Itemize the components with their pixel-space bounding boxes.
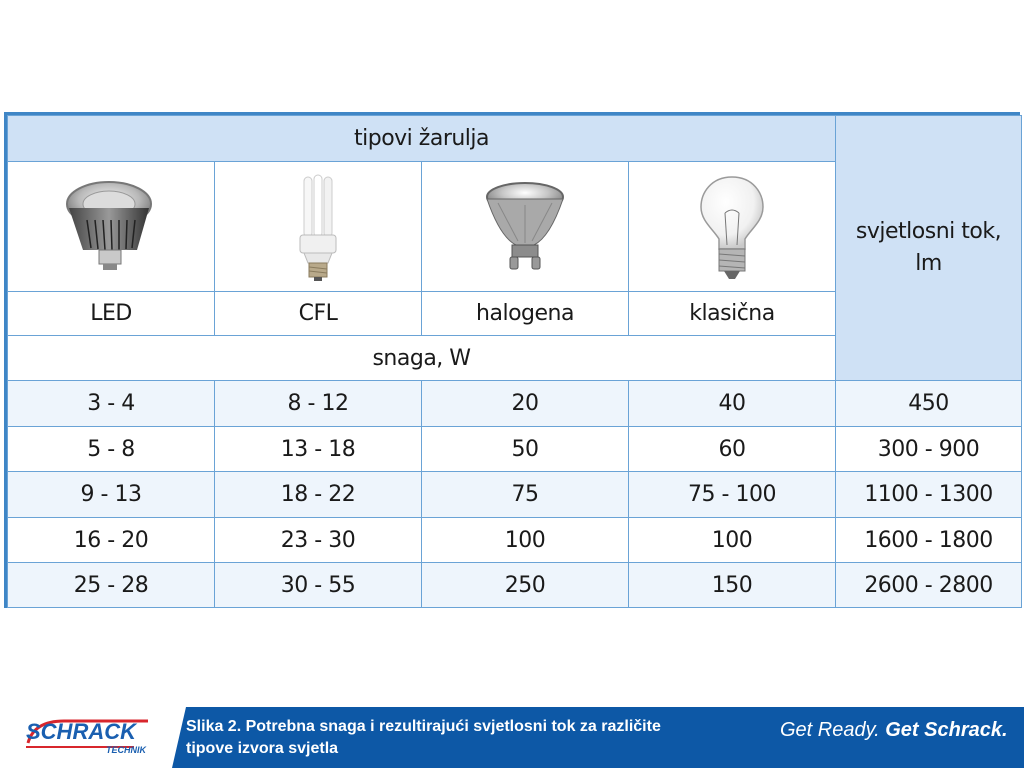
table-cell: 16 - 20 [7, 517, 215, 563]
table-cell: 8 - 12 [214, 380, 422, 427]
table-cell: 60 [627, 426, 837, 472]
classic-bulb-image-cell [627, 161, 837, 292]
header-luminous-flux: svjetlosni tok, lm [835, 115, 1023, 381]
footer: SCHRACK TECHNIK Slika 2. Potrebna snaga … [0, 707, 1024, 768]
table-cell: 9 - 13 [7, 471, 215, 518]
incandescent-bulb-icon [700, 175, 764, 279]
table-cell: 5 - 8 [7, 426, 215, 472]
table-cell: 3 - 4 [7, 380, 215, 427]
halogen-bulb-image-cell [421, 161, 629, 292]
table-cell: 23 - 30 [214, 517, 422, 563]
table-row: 25 - 28 30 - 55 250 150 2600 - 2800 [7, 562, 1023, 608]
table-cell: 13 - 18 [214, 426, 422, 472]
schrack-logo: SCHRACK TECHNIK [24, 715, 154, 755]
table-cell: 300 - 900 [835, 426, 1023, 472]
table-cell: 30 - 55 [214, 562, 422, 608]
caption-line1: Slika 2. Potrebna snaga i rezultirajući … [186, 718, 661, 735]
cfl-bulb-image-cell [214, 161, 422, 292]
table-cell: 250 [421, 562, 629, 608]
table-cell: 1100 - 1300 [835, 471, 1023, 518]
led-bulb-image-cell [7, 161, 215, 292]
bulb-type-led: LED [7, 291, 215, 336]
logo-subtext: TECHNIK [106, 745, 146, 755]
table-cell: 75 [421, 471, 629, 518]
slogan: Get Ready. Get Schrack. [780, 719, 1008, 742]
table-cell: 150 [627, 562, 837, 608]
bulb-type-classic: klasična [627, 291, 837, 336]
cfl-bulb-icon [299, 174, 337, 281]
slogan-part2: Get Schrack. [885, 719, 1008, 741]
table-row: 3 - 4 8 - 12 20 40 450 [7, 380, 1023, 427]
header-flux-line1: svjetlosni tok, [855, 219, 1002, 244]
figure-caption: Slika 2. Potrebna snaga i rezultirajući … [186, 716, 786, 760]
table-cell: 75 - 100 [627, 471, 837, 518]
table-cell: 50 [421, 426, 629, 472]
bulb-comparison-table: tipovi žarulja svjetlosni tok, lm [6, 115, 1023, 608]
table-cell: 100 [421, 517, 629, 563]
table-cell: 40 [627, 380, 837, 427]
table-row: 16 - 20 23 - 30 100 100 1600 - 1800 [7, 517, 1023, 563]
halogen-bulb-icon [486, 182, 564, 270]
table-cell: 25 - 28 [7, 562, 215, 608]
bulb-comparison-table-frame: tipovi žarulja svjetlosni tok, lm [4, 112, 1023, 608]
bulb-type-halogen: halogena [421, 291, 629, 336]
power-label: snaga, W [6, 335, 837, 381]
footer-bar [172, 707, 1024, 768]
table-cell: 2600 - 2800 [835, 562, 1023, 608]
caption-line2: tipove izvora svjetla [186, 740, 339, 757]
header-flux-line2: lm [915, 251, 942, 276]
table-cell: 20 [421, 380, 629, 427]
slogan-part1: Get Ready. [780, 719, 880, 741]
logo-swoosh-icon [26, 719, 148, 748]
bulb-type-cfl: CFL [214, 291, 422, 336]
table-cell: 100 [627, 517, 837, 563]
header-bulb-types: tipovi žarulja [6, 115, 837, 162]
table-row: 9 - 13 18 - 22 75 75 - 100 1100 - 1300 [7, 471, 1023, 518]
logo-text: SCHRACK [26, 719, 136, 744]
led-bulb-icon [66, 180, 152, 270]
table-row: 5 - 8 13 - 18 50 60 300 - 900 [7, 426, 1023, 472]
table-cell: 1600 - 1800 [835, 517, 1023, 563]
table-cell: 18 - 22 [214, 471, 422, 518]
table-cell: 450 [835, 380, 1023, 427]
